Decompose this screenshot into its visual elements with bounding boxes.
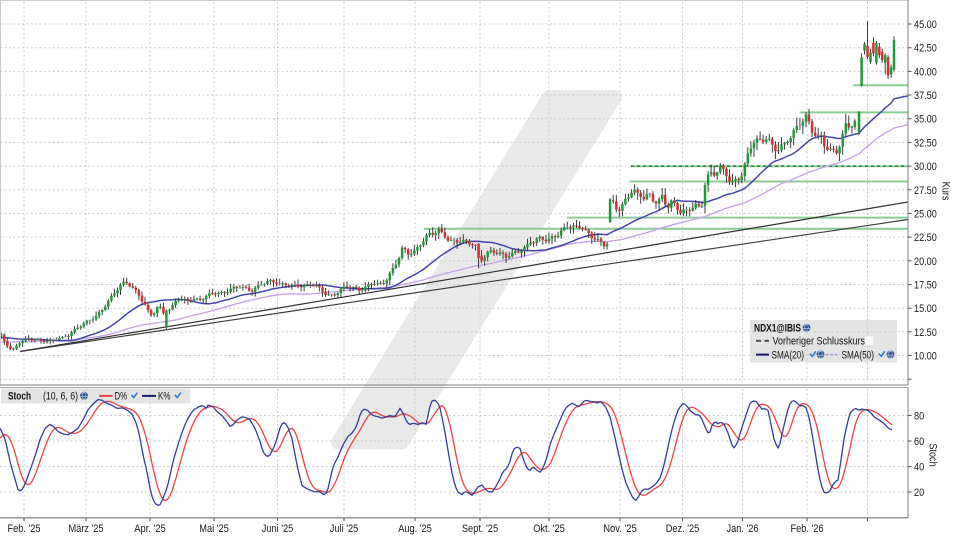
svg-text:Okt. '25: Okt. '25: [533, 523, 565, 535]
svg-text:20.00: 20.00: [914, 256, 937, 268]
svg-text:22.50: 22.50: [914, 232, 937, 244]
svg-text:Mai '25: Mai '25: [199, 523, 229, 535]
svg-text:(10, 6, 6): (10, 6, 6): [43, 391, 78, 403]
svg-text:25.00: 25.00: [914, 208, 937, 220]
svg-text:Vorheriger Schlusskurs: Vorheriger Schlusskurs: [773, 336, 866, 348]
svg-text:20: 20: [914, 487, 924, 499]
svg-text:45.00: 45.00: [914, 19, 937, 31]
svg-text:37.50: 37.50: [914, 90, 937, 102]
svg-text:40: 40: [914, 462, 924, 474]
svg-text:15.00: 15.00: [914, 303, 937, 315]
svg-text:30.00: 30.00: [914, 161, 937, 173]
svg-text:D%: D%: [115, 391, 128, 403]
svg-text:10.00: 10.00: [914, 351, 937, 363]
svg-text:80: 80: [914, 411, 924, 423]
svg-text:Stoch: Stoch: [8, 391, 31, 403]
svg-text:Feb. '26: Feb. '26: [790, 523, 823, 535]
svg-text:42.50: 42.50: [914, 43, 937, 55]
svg-text:17.50: 17.50: [914, 280, 937, 292]
svg-text:Apr. '25: Apr. '25: [134, 523, 166, 535]
svg-text:32.50: 32.50: [914, 137, 937, 149]
svg-text:Kurs: Kurs: [940, 182, 952, 201]
svg-text:März '25: März '25: [68, 523, 103, 535]
svg-text:SMA(20): SMA(20): [772, 349, 805, 361]
svg-text:40.00: 40.00: [914, 66, 937, 78]
svg-text:K%: K%: [158, 391, 171, 403]
svg-text:60: 60: [914, 436, 924, 448]
svg-text:NDX1@IBIS: NDX1@IBIS: [754, 322, 801, 334]
svg-text:Sept. '25: Sept. '25: [462, 523, 498, 535]
svg-text:Aug. '25: Aug. '25: [398, 523, 432, 535]
svg-text:Juli '25: Juli '25: [330, 523, 359, 535]
svg-text:35.00: 35.00: [914, 114, 937, 126]
svg-text:Juni '25: Juni '25: [262, 523, 294, 535]
svg-text:Feb. '25: Feb. '25: [7, 523, 40, 535]
svg-text:Nov. '25: Nov. '25: [603, 523, 637, 535]
svg-text:12.50: 12.50: [914, 327, 937, 339]
svg-text:Dez. '25: Dez. '25: [666, 523, 700, 535]
svg-text:Stoch: Stoch: [927, 443, 939, 466]
svg-text:Jan. '26: Jan. '26: [726, 523, 758, 535]
svg-text:27.50: 27.50: [914, 185, 937, 197]
svg-text:SMA(50): SMA(50): [842, 349, 875, 361]
